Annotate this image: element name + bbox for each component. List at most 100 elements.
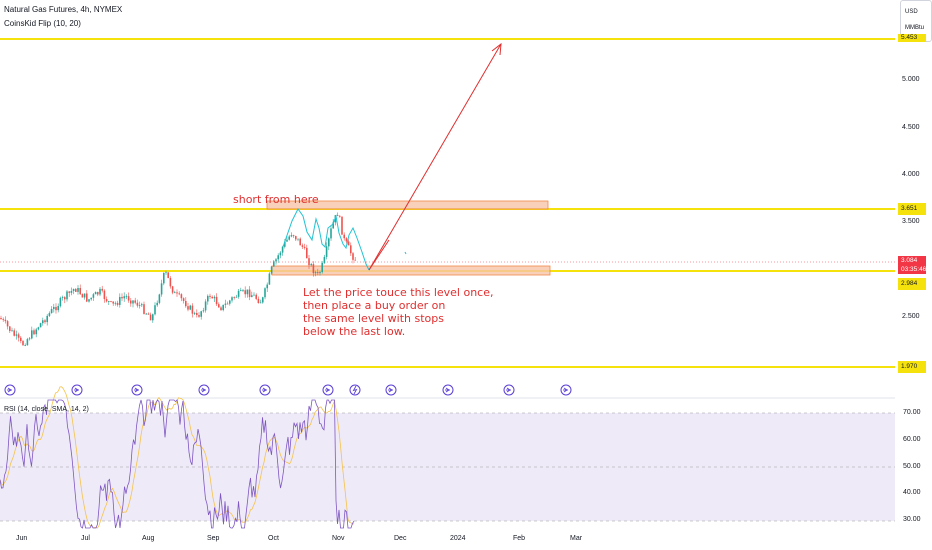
candle-body [11, 330, 13, 332]
candle-body [44, 320, 46, 323]
candle-body [246, 289, 249, 295]
candle-body [136, 302, 139, 306]
candle-body [152, 314, 154, 321]
candle-body [204, 301, 207, 311]
time-tick: Mar [570, 535, 583, 542]
top-level-tag: 5.453 [898, 34, 926, 42]
countdown-tag: 03:35:46 [898, 265, 926, 274]
projection-arrow[interactable] [368, 43, 502, 271]
candle-body [180, 294, 183, 299]
candle-body [235, 296, 238, 298]
candle-body [288, 236, 290, 240]
candle-body [279, 252, 282, 256]
candle-body [160, 283, 163, 295]
time-tick: Dec [394, 535, 407, 542]
candle-body [233, 297, 235, 299]
candle-body [163, 272, 165, 284]
candle-body [83, 293, 86, 298]
candle-body [138, 305, 141, 306]
candle-body [169, 278, 172, 287]
candle-body [66, 291, 68, 300]
candle-body [240, 290, 242, 292]
time-tick: Feb [513, 535, 526, 542]
candle-body [112, 301, 114, 304]
candle-body [319, 272, 321, 274]
candle-body [127, 296, 130, 301]
symbol-title[interactable]: Natural Gas Futures, 4h, NYMEX [4, 5, 123, 14]
candle-body [312, 264, 315, 274]
candle-body [77, 288, 79, 292]
candle-body [81, 294, 84, 298]
lightning-glyph [352, 385, 358, 395]
candle-body [158, 294, 161, 303]
path-marker [404, 251, 407, 255]
candle-body [325, 246, 328, 257]
candle-body [22, 341, 24, 346]
candle-body [277, 255, 279, 260]
rsi-label[interactable]: RSI (14, close, SMA, 14, 2) [4, 406, 89, 413]
candle-body [295, 236, 297, 240]
candle-body [149, 314, 152, 321]
candle-body [297, 238, 299, 240]
candle-body [301, 245, 304, 247]
annotation-note[interactable]: Let the price touce this level once, the… [303, 286, 494, 338]
candle-body [330, 228, 332, 239]
candle-body [33, 330, 35, 335]
candle-body [339, 215, 341, 217]
projected-path[interactable] [282, 208, 370, 271]
rsi-tick: 70.00 [903, 409, 921, 416]
candle-body [226, 303, 229, 305]
candle-body [231, 297, 233, 301]
candle-body [6, 321, 9, 327]
candle-body [114, 302, 117, 304]
indicator-label[interactable]: CoinsKid Flip (10, 20) [4, 19, 81, 28]
candle-body [171, 286, 174, 293]
candle-body [105, 299, 108, 302]
candle-body [97, 292, 99, 295]
support-bounce-line [368, 239, 390, 271]
candle-body [347, 241, 350, 246]
candle-body [262, 297, 264, 303]
price-tick: 2.500 [902, 313, 920, 320]
candle-body [229, 300, 231, 304]
candle-body [110, 301, 112, 302]
candle-body [55, 306, 57, 311]
candle-body [341, 216, 343, 235]
candle-body [211, 296, 213, 299]
candle-body [90, 297, 92, 300]
candle-body [222, 304, 224, 311]
candle-body [123, 296, 125, 299]
candle-body [257, 298, 260, 304]
candle-body [130, 300, 132, 304]
rsi-tick: 60.00 [903, 436, 921, 443]
candle-body [28, 338, 31, 340]
candle-body [15, 334, 18, 336]
time-tick: Jun [16, 535, 28, 542]
candle-body [46, 315, 48, 323]
candle-body [202, 310, 205, 312]
candle-body [350, 245, 352, 254]
candle-body [2, 319, 4, 320]
candle-body [213, 296, 216, 299]
candle-body [224, 303, 227, 305]
candle-body [310, 264, 312, 266]
candle-body [165, 272, 167, 274]
candle-body [354, 259, 356, 261]
candle-body [268, 273, 271, 285]
candle-body [174, 292, 176, 294]
candle-body [270, 266, 273, 274]
candle-body [303, 246, 306, 248]
annotation-line: Let the price touce this level once, [303, 286, 494, 299]
candle-body [147, 313, 150, 315]
annotation-line: the same level with stops [303, 312, 444, 325]
candle-body [209, 295, 211, 297]
candle-body [0, 318, 2, 320]
candle-body [248, 289, 251, 298]
candle-body [317, 272, 319, 274]
candle-body [242, 290, 244, 292]
rsi-line [0, 399, 355, 529]
candle-body [70, 290, 73, 293]
candle-body [64, 297, 66, 300]
annotation-short[interactable]: short from here [233, 193, 319, 206]
